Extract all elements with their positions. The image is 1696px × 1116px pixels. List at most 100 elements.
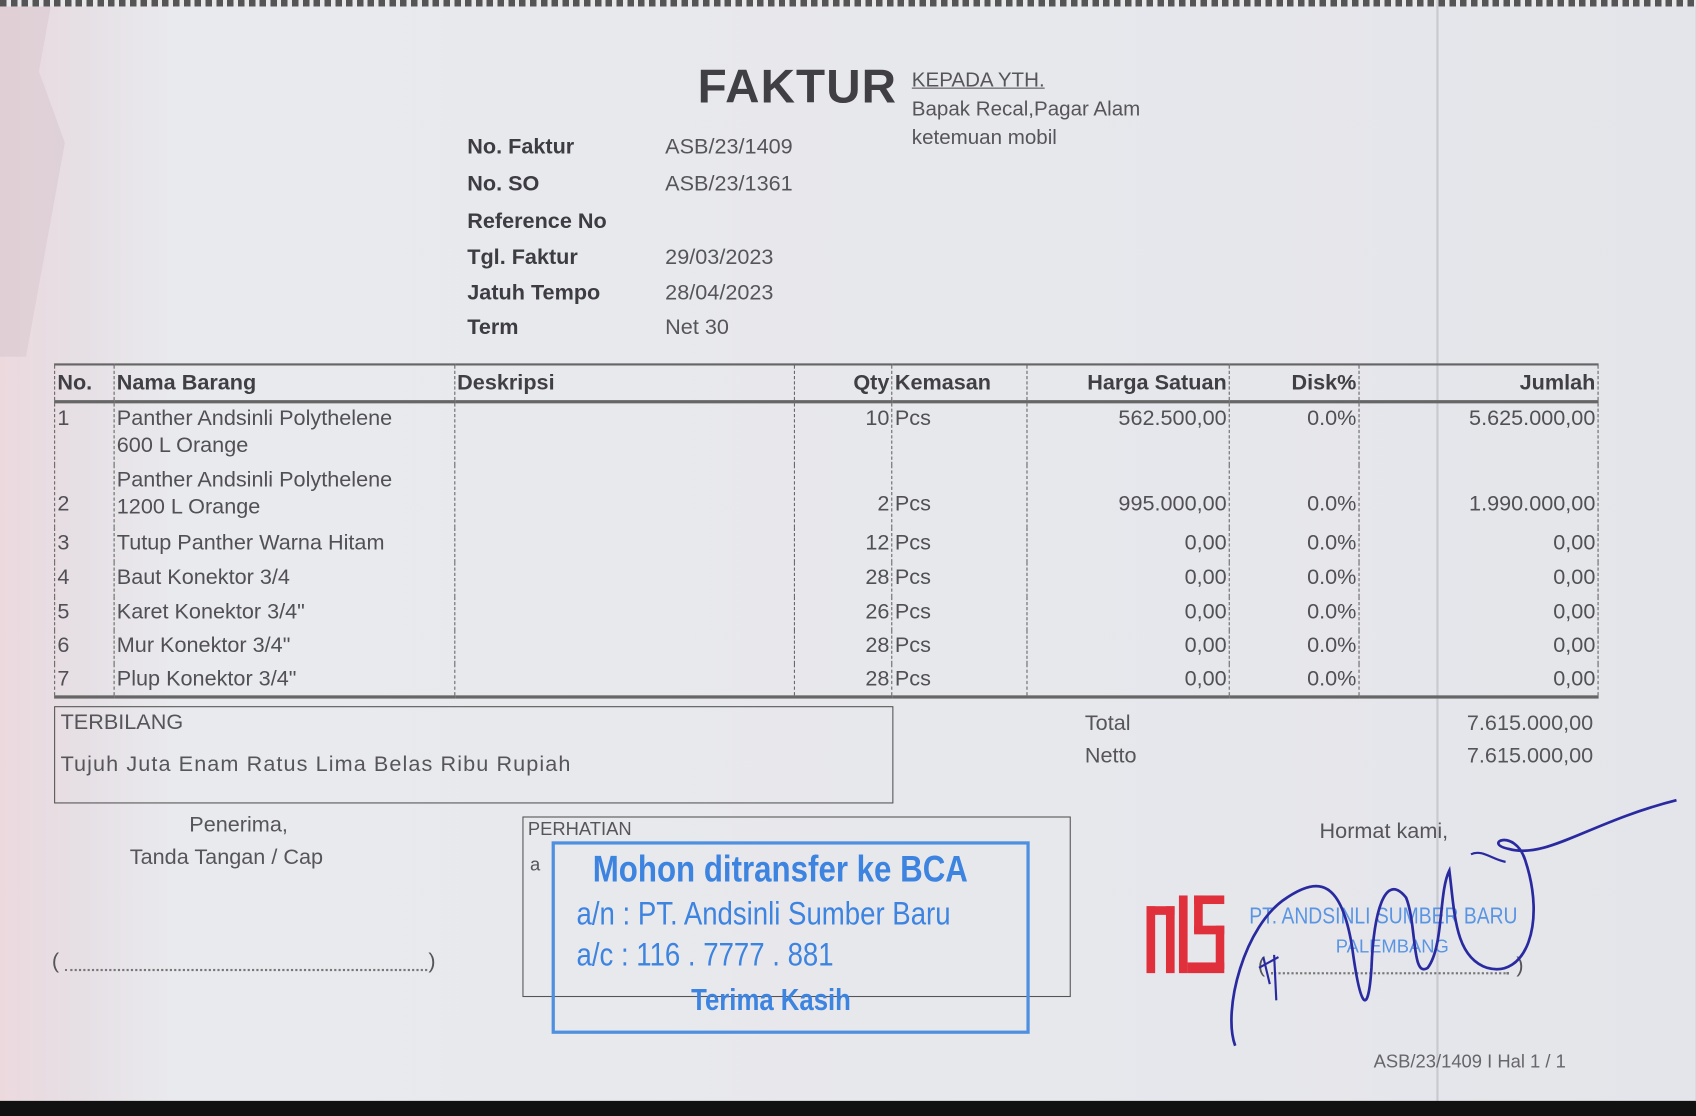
row-no: 1 [54, 401, 115, 465]
row-name-text: Tutup Panther Warna Hitam [116, 530, 385, 555]
header-disc: Disk% [1228, 363, 1360, 404]
row-name-text: Mur Konektor 3/4" [116, 633, 291, 657]
total-label: Total [1084, 711, 1131, 736]
table-header: No. Nama Barang Deskripsi Qty Kemasan Ha… [54, 363, 1599, 404]
receiver-label: Penerima, [189, 813, 288, 838]
row-total-text: 5.625.000,00 [1469, 406, 1596, 431]
row-price: 0,00 [1026, 629, 1230, 664]
row-qty-text: 2 [877, 491, 890, 516]
netto-label: Netto [1084, 744, 1137, 768]
row-qty-text: 28 [865, 666, 890, 691]
company-stamp-name: PT. ANDSINLI SUMBER BARU [1249, 904, 1518, 929]
row-name-text: Plup Konektor 3/4" [116, 666, 297, 691]
row-name-text: Baut Konektor 3/4 [116, 565, 290, 589]
row-desc [453, 596, 796, 630]
notice-text: a [529, 854, 541, 875]
row-total: 0,00 [1358, 663, 1599, 699]
row-name: Karet Konektor 3/4" [113, 596, 456, 630]
row-price: 995.000,00 [1026, 464, 1230, 528]
row-no-text: 3 [57, 530, 70, 555]
row-qty: 10 [794, 401, 893, 465]
row-unit: Pcs [891, 527, 1028, 562]
row-disc: 0.0% [1228, 527, 1360, 562]
row-unit-text: Pcs [894, 530, 931, 555]
row-qty-text: 28 [865, 565, 890, 589]
row-disc: 0.0% [1228, 401, 1360, 465]
stamp-line-2: a/n : PT. Andsinli Sumber Baru [576, 896, 951, 933]
stamp-line-3: a/c : 116 . 7777 . 881 [576, 937, 834, 974]
total-value: 7.615.000,00 [1466, 711, 1594, 736]
row-no: 7 [54, 663, 115, 699]
row-name-line2: 1200 L Orange [116, 494, 261, 519]
row-unit: Pcs [891, 561, 1028, 597]
row-total-text: 0,00 [1553, 599, 1596, 624]
row-total-text: 0,00 [1553, 666, 1596, 691]
terbilang-text: Tujuh Juta Enam Ratus Lima Belas Ribu Ru… [60, 752, 572, 777]
company-stamp-city: PALEMBANG [1335, 936, 1449, 958]
row-no: 3 [54, 527, 115, 562]
row-unit-text: Pcs [894, 599, 931, 624]
bank-transfer-stamp: Mohon ditransfer ke BCA a/n : PT. Andsin… [551, 841, 1030, 1034]
header-name: Nama Barang [113, 363, 456, 404]
row-price: 0,00 [1026, 663, 1230, 699]
receiver-sign-line [64, 968, 428, 972]
company-logo-icon [1146, 895, 1225, 974]
row-price-text: 562.500,00 [1118, 406, 1227, 431]
signature-icon [1230, 798, 1677, 1047]
perforated-edge [0, 0, 1696, 7]
field-value: ASB/23/1361 [665, 171, 793, 196]
row-name-text: Panther Andsinli Polythelene [116, 467, 393, 492]
field-value: 29/03/2023 [665, 245, 774, 270]
row-disc: 0.0% [1228, 561, 1360, 597]
receiver-sign-open: ( [51, 949, 60, 974]
row-no-text: 6 [57, 633, 70, 657]
row-name-text: Karet Konektor 3/4" [116, 599, 305, 624]
row-disc-text: 0.0% [1307, 530, 1357, 555]
row-unit: Pcs [891, 401, 1028, 465]
page-footer: ASB/23/1409 I Hal 1 / 1 [1373, 1051, 1566, 1072]
field-label: Jatuh Tempo [467, 281, 601, 305]
table-row: 6 Mur Konektor 3/4" 28 Pcs 0,00 0.0% 0,00 [54, 629, 1599, 664]
row-price-text: 0,00 [1184, 599, 1227, 624]
row-total-text: 0,00 [1553, 565, 1596, 589]
row-unit: Pcs [891, 663, 1028, 699]
row-qty: 28 [794, 663, 893, 699]
row-price-text: 0,00 [1184, 633, 1227, 657]
field-label: Reference No [467, 209, 607, 234]
row-disc-text: 0.0% [1307, 599, 1357, 624]
header-price: Harga Satuan [1026, 363, 1230, 404]
row-unit-text: Pcs [894, 633, 931, 657]
row-total: 0,00 [1358, 527, 1599, 562]
row-price: 562.500,00 [1026, 401, 1230, 465]
header-unit: Kemasan [891, 363, 1028, 404]
row-qty-text: 28 [865, 633, 890, 657]
row-no-text: 7 [57, 666, 70, 691]
row-desc [453, 464, 796, 528]
row-total: 0,00 [1358, 596, 1599, 630]
sender-sign-line [1270, 972, 1509, 975]
row-qty-text: 12 [865, 530, 890, 555]
notice-box [522, 816, 1071, 998]
field-value: 28/04/2023 [665, 281, 774, 305]
row-qty: 28 [794, 561, 893, 597]
header-total: Jumlah [1358, 363, 1599, 404]
row-disc: 0.0% [1228, 663, 1360, 699]
table-row: 2 Panther Andsinli Polythelene 1200 L Oran… [54, 464, 1599, 528]
row-price: 0,00 [1026, 596, 1230, 630]
row-disc-text: 0.0% [1307, 406, 1357, 431]
row-total: 1.990.000,00 [1358, 464, 1599, 528]
row-qty: 26 [794, 596, 893, 630]
recipient-heading: KEPADA YTH. [911, 69, 1045, 92]
row-price-text: 0,00 [1184, 565, 1227, 589]
row-name: Mur Konektor 3/4" [113, 629, 456, 664]
row-disc: 0.0% [1228, 596, 1360, 630]
field-label: No. Faktur [467, 135, 575, 159]
row-total-text: 1.990.000,00 [1469, 491, 1596, 516]
row-name: Tutup Panther Warna Hitam [113, 527, 456, 562]
row-unit: Pcs [891, 464, 1028, 528]
row-total: 0,00 [1358, 629, 1599, 664]
row-unit-text: Pcs [894, 406, 931, 431]
row-disc-text: 0.0% [1307, 565, 1357, 589]
document-title: FAKTUR [697, 60, 898, 114]
row-qty: 12 [794, 527, 893, 562]
